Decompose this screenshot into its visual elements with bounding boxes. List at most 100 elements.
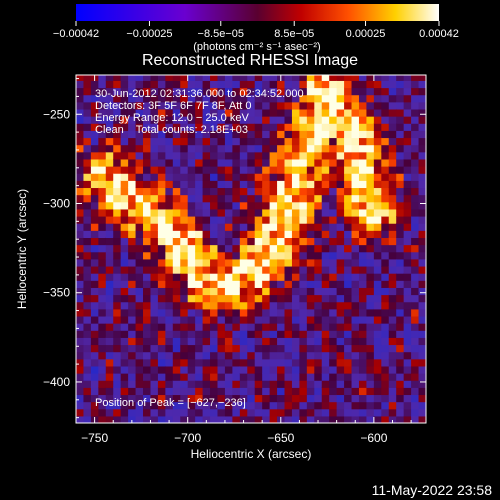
heatmap-cell: [321, 301, 330, 310]
heatmap-cell: [366, 258, 375, 267]
heatmap-cell: [232, 387, 241, 396]
heatmap-cell: [239, 394, 248, 403]
heatmap-cell: [254, 408, 263, 417]
heatmap-cell: [254, 80, 263, 89]
heatmap-cell: [254, 108, 263, 117]
heatmap-cell: [299, 273, 308, 281]
heatmap-cell: [180, 265, 189, 274]
heatmap-cell: [321, 273, 330, 281]
heatmap-cell: [98, 337, 107, 346]
heatmap-cell: [165, 387, 174, 396]
heatmap-cell: [418, 273, 426, 281]
heatmap-cell: [105, 308, 114, 317]
heatmap-cell: [128, 87, 137, 96]
heatmap-cell: [411, 137, 420, 146]
heatmap-cell: [180, 180, 189, 189]
heatmap-cell: [284, 137, 293, 146]
heatmap-cell: [202, 294, 211, 303]
heatmap-cell: [195, 401, 204, 410]
heatmap-cell: [344, 380, 353, 388]
heatmap-cell: [239, 337, 248, 346]
heatmap-cell: [366, 365, 375, 374]
heatmap-cell: [358, 244, 368, 253]
heatmap-cell: [418, 223, 426, 231]
heatmap-cell: [291, 166, 301, 174]
heatmap-cell: [150, 344, 159, 353]
heatmap-cell: [284, 75, 293, 81]
heatmap-cell: [195, 408, 204, 417]
heatmap-cell: [143, 116, 152, 124]
heatmap-cell: [358, 273, 368, 281]
heatmap-cell: [254, 287, 263, 296]
heatmap-cell: [291, 116, 301, 124]
heatmap-cell: [299, 230, 308, 238]
heatmap-cell: [403, 173, 412, 181]
heatmap-cell: [150, 173, 159, 181]
heatmap-cell: [403, 315, 412, 324]
heatmap-cell: [306, 173, 315, 181]
heatmap-cell: [329, 265, 338, 274]
heatmap-cell: [344, 201, 353, 210]
heatmap-cell: [321, 251, 330, 260]
heatmap-cell: [321, 223, 330, 231]
heatmap-cell: [277, 387, 286, 396]
heatmap-cell: [254, 258, 263, 267]
heatmap-cell: [299, 258, 308, 267]
heatmap-cell: [388, 365, 397, 374]
heatmap-cell: [76, 387, 85, 396]
heatmap-cell: [113, 137, 122, 146]
heatmap-cell: [135, 308, 144, 317]
heatmap-cell: [239, 380, 248, 388]
heatmap-cell: [83, 265, 92, 274]
heatmap-cell: [277, 201, 286, 210]
heatmap-cell: [358, 415, 368, 423]
heatmap-cell: [366, 344, 375, 353]
heatmap-cell: [262, 158, 271, 167]
heatmap-cell: [366, 87, 375, 96]
heatmap-cell: [143, 208, 152, 217]
heatmap-cell: [247, 87, 256, 96]
heatmap-cell: [418, 358, 426, 367]
heatmap-cell: [336, 380, 345, 388]
heatmap-cell: [418, 151, 426, 160]
heatmap-cell: [232, 180, 241, 189]
heatmap-cell: [358, 151, 368, 160]
x-tick-label: −600: [360, 431, 387, 445]
heatmap-cell: [418, 130, 426, 139]
heatmap-cell: [262, 230, 271, 238]
heatmap-cell: [396, 215, 405, 224]
heatmap-cell: [291, 87, 301, 96]
heatmap-cell: [329, 151, 338, 160]
heatmap-cell: [284, 194, 293, 203]
heatmap-cell: [128, 223, 137, 231]
heatmap-cell: [351, 173, 360, 181]
heatmap-cell: [344, 365, 353, 374]
heatmap-cell: [381, 208, 390, 217]
heatmap-cell: [299, 94, 308, 103]
heatmap-cell: [336, 144, 345, 153]
heatmap-cell: [113, 208, 122, 217]
heatmap-cell: [128, 394, 137, 403]
heatmap-cell: [306, 166, 315, 174]
heatmap-cell: [202, 394, 211, 403]
heatmap-cell: [90, 258, 99, 267]
heatmap-cell: [135, 166, 144, 174]
heatmap-cell: [195, 273, 204, 281]
heatmap-cell: [336, 401, 345, 410]
heatmap-cell: [418, 94, 426, 103]
heatmap-cell: [180, 258, 189, 267]
heatmap-cell: [150, 337, 159, 346]
heatmap-cell: [150, 151, 159, 160]
heatmap-cell: [187, 80, 196, 89]
heatmap-cell: [217, 315, 226, 324]
heatmap-cell: [172, 116, 181, 124]
heatmap-cell: [120, 130, 129, 139]
heatmap-cell: [329, 158, 338, 167]
heatmap-cell: [306, 330, 315, 338]
heatmap-cell: [195, 201, 204, 210]
heatmap-cell: [247, 75, 256, 81]
heatmap-cell: [388, 166, 397, 174]
heatmap-cell: [135, 108, 144, 117]
heatmap-cell: [336, 415, 345, 423]
heatmap-cell: [277, 294, 286, 303]
